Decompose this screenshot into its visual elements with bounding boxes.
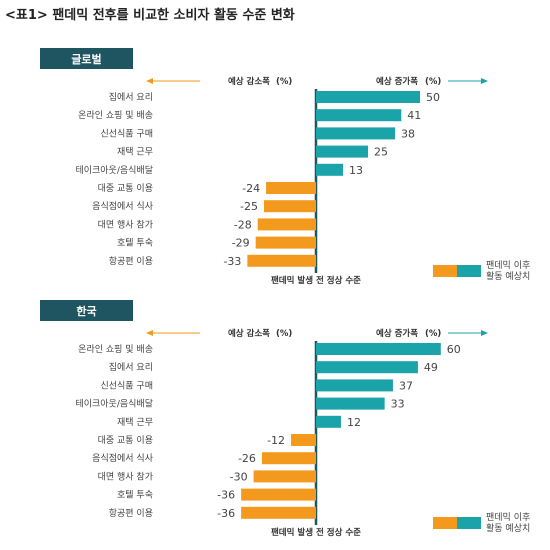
bar (241, 488, 316, 501)
category-label: 테이크아웃/음식배달 (75, 398, 153, 410)
legend-label-line2: 활동 예상치 (486, 522, 530, 534)
data-label: -33 (223, 255, 241, 268)
bar (316, 343, 441, 355)
increase-header: 예상 증가폭 (376, 328, 418, 339)
data-label: -30 (230, 470, 248, 483)
category-label: 호텔 투숙 (117, 489, 153, 501)
increase-unit: (%) (425, 77, 441, 87)
bar (316, 145, 368, 158)
category-label: 온라인 쇼핑 및 배송 (78, 343, 153, 355)
category-label: 재택 근무 (117, 147, 153, 158)
bar (316, 379, 393, 392)
panel-title: 글로벌 (71, 52, 101, 66)
bar (316, 163, 344, 176)
data-label: -26 (238, 452, 256, 465)
category-label: 신선식품 구매 (100, 380, 153, 391)
category-label: 집에서 요리 (109, 91, 153, 103)
category-label: 항공편 이용 (109, 255, 153, 267)
category-label: 테이크아웃/음식배달 (75, 164, 153, 176)
data-label: 49 (424, 361, 438, 374)
category-label: 대중 교통 이용 (98, 183, 153, 194)
legend-label-line1: 팬데믹 이후 (486, 511, 530, 523)
data-label: 25 (374, 146, 388, 159)
legend-swatch-increase (457, 517, 481, 529)
data-label: 38 (401, 127, 415, 140)
bar (264, 200, 316, 213)
bar (316, 415, 341, 428)
legend-swatch-decrease (433, 265, 457, 277)
data-label: 13 (349, 164, 363, 177)
legend-swatch-increase (457, 265, 481, 277)
decrease-arrow-icon (146, 78, 153, 84)
bar (241, 506, 316, 519)
decrease-header: 예상 감소폭 (228, 76, 270, 87)
bar (261, 452, 316, 465)
data-label: -36 (217, 507, 235, 520)
data-label: 60 (447, 343, 461, 356)
category-label: 음식점에서 식사 (92, 200, 154, 212)
data-label: -12 (267, 434, 285, 447)
decrease-arrow-icon (146, 330, 153, 336)
data-label: 12 (347, 416, 361, 429)
data-label: -29 (232, 237, 250, 250)
data-label: 50 (426, 91, 440, 104)
bar (253, 470, 316, 483)
baseline-label: 팬데믹 발생 전 정상 수준 (271, 275, 361, 286)
page-title: <표1> 팬데믹 전후를 비교한 소비자 활동 수준 변화 (5, 8, 295, 23)
data-label: -28 (234, 218, 252, 231)
increase-arrow-icon (481, 330, 488, 336)
increase-arrow-icon (481, 78, 488, 84)
baseline-label: 팬데믹 발생 전 정상 수준 (271, 527, 361, 538)
category-label: 온라인 쇼핑 및 배송 (78, 109, 153, 121)
category-label: 대중 교통 이용 (98, 435, 153, 446)
category-label: 대면 행사 참가 (98, 470, 153, 482)
decrease-header: 예상 감소폭 (228, 328, 270, 339)
panel-title: 한국 (76, 304, 96, 318)
bar (247, 254, 316, 267)
bar (316, 361, 418, 374)
decrease-unit: (%) (276, 77, 292, 87)
bar (255, 236, 316, 249)
decrease-unit: (%) (276, 329, 292, 339)
bar (316, 127, 396, 140)
bar (266, 182, 316, 194)
bar (316, 91, 420, 103)
data-label: 37 (399, 379, 413, 392)
bar (316, 397, 385, 410)
category-label: 호텔 투숙 (117, 237, 153, 249)
data-label: -24 (242, 182, 260, 195)
data-label: 33 (391, 398, 405, 411)
category-label: 집에서 요리 (109, 361, 153, 373)
legend-swatch-decrease (433, 517, 457, 529)
category-label: 재택 근무 (117, 417, 153, 428)
category-label: 신선식품 구매 (100, 128, 153, 139)
data-label: -25 (240, 200, 258, 213)
data-label: -36 (217, 489, 235, 502)
category-label: 음식점에서 식사 (92, 452, 154, 464)
legend-label-line1: 팬데믹 이후 (486, 259, 530, 271)
data-label: 41 (407, 109, 421, 122)
category-label: 대면 행사 참가 (98, 218, 153, 230)
increase-unit: (%) (425, 329, 441, 339)
panel-header (40, 48, 133, 69)
category-label: 항공편 이용 (109, 507, 153, 519)
bar (257, 218, 316, 231)
panel-header (40, 300, 133, 321)
bar (316, 109, 402, 122)
bar (291, 434, 316, 446)
legend-label-line2: 활동 예상치 (486, 270, 530, 282)
increase-header: 예상 증가폭 (376, 76, 418, 87)
